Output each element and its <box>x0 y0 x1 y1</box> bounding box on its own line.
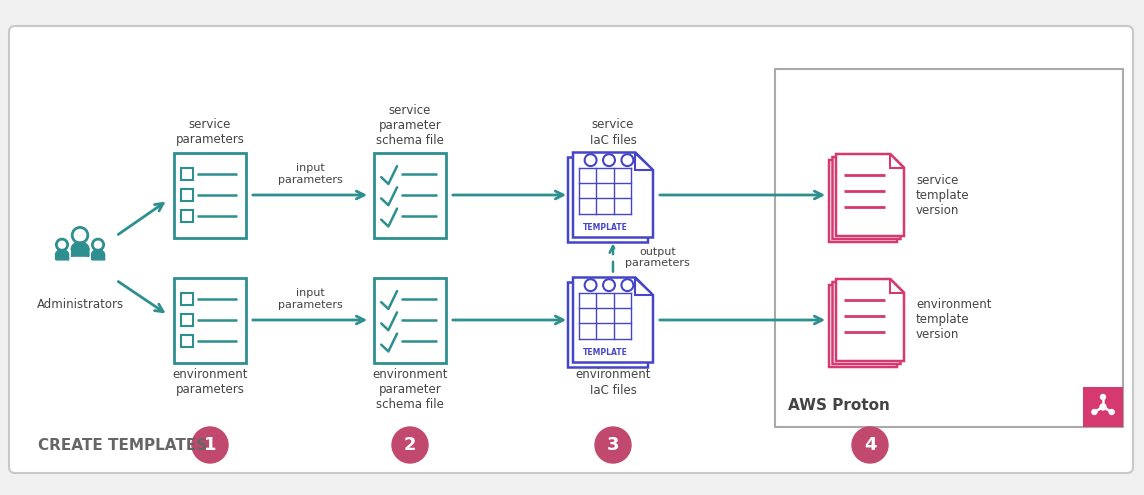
Polygon shape <box>630 283 648 300</box>
Text: service
template
version: service template version <box>916 174 970 216</box>
Text: TEMPLATE: TEMPLATE <box>582 223 627 232</box>
Polygon shape <box>883 160 897 174</box>
Polygon shape <box>569 157 648 243</box>
Bar <box>181 314 193 326</box>
Polygon shape <box>887 157 900 171</box>
Text: 3: 3 <box>606 436 619 454</box>
Polygon shape <box>883 285 897 298</box>
Circle shape <box>595 427 631 463</box>
Text: input
parameters: input parameters <box>278 289 342 310</box>
Text: environment
parameters: environment parameters <box>173 368 248 396</box>
FancyBboxPatch shape <box>374 278 446 362</box>
Circle shape <box>93 239 104 250</box>
FancyBboxPatch shape <box>174 152 246 238</box>
Text: service
parameter
schema file: service parameter schema file <box>376 103 444 147</box>
FancyBboxPatch shape <box>374 152 446 238</box>
Bar <box>181 168 193 180</box>
FancyBboxPatch shape <box>174 278 246 362</box>
Circle shape <box>1101 395 1105 399</box>
FancyBboxPatch shape <box>9 26 1133 473</box>
Circle shape <box>1091 409 1097 414</box>
Circle shape <box>72 227 88 243</box>
Text: 1: 1 <box>204 436 216 454</box>
FancyBboxPatch shape <box>1083 387 1123 427</box>
Text: service
IaC files: service IaC files <box>589 118 636 147</box>
Polygon shape <box>833 157 900 239</box>
Polygon shape <box>635 152 653 170</box>
Polygon shape <box>887 282 900 296</box>
Text: service
parameters: service parameters <box>175 118 245 147</box>
Polygon shape <box>890 154 904 168</box>
Text: environment
IaC files: environment IaC files <box>575 368 651 396</box>
Circle shape <box>192 427 228 463</box>
Polygon shape <box>836 279 904 361</box>
Bar <box>181 293 193 305</box>
Bar <box>181 335 193 347</box>
Text: Administrators: Administrators <box>37 298 124 311</box>
Text: input
parameters: input parameters <box>278 163 342 185</box>
Circle shape <box>56 239 67 250</box>
Text: TEMPLATE: TEMPLATE <box>582 348 627 357</box>
Polygon shape <box>890 279 904 293</box>
Circle shape <box>392 427 428 463</box>
Text: 2: 2 <box>404 436 416 454</box>
Polygon shape <box>573 278 653 362</box>
Circle shape <box>1110 409 1114 414</box>
Polygon shape <box>829 285 897 367</box>
Polygon shape <box>635 278 653 295</box>
Polygon shape <box>569 283 648 367</box>
Text: AWS Proton: AWS Proton <box>788 398 890 413</box>
Bar <box>181 210 193 222</box>
Text: CREATE TEMPLATES: CREATE TEMPLATES <box>38 438 207 452</box>
Polygon shape <box>573 152 653 238</box>
Circle shape <box>1101 404 1106 410</box>
FancyBboxPatch shape <box>774 69 1123 427</box>
Text: environment
parameter
schema file: environment parameter schema file <box>372 368 447 411</box>
Polygon shape <box>833 282 900 364</box>
Polygon shape <box>836 154 904 236</box>
Text: 4: 4 <box>864 436 876 454</box>
Text: output
parameters: output parameters <box>625 247 690 268</box>
Bar <box>181 189 193 201</box>
Circle shape <box>852 427 888 463</box>
Polygon shape <box>829 160 897 242</box>
Text: environment
template
version: environment template version <box>916 298 992 342</box>
Polygon shape <box>630 157 648 175</box>
